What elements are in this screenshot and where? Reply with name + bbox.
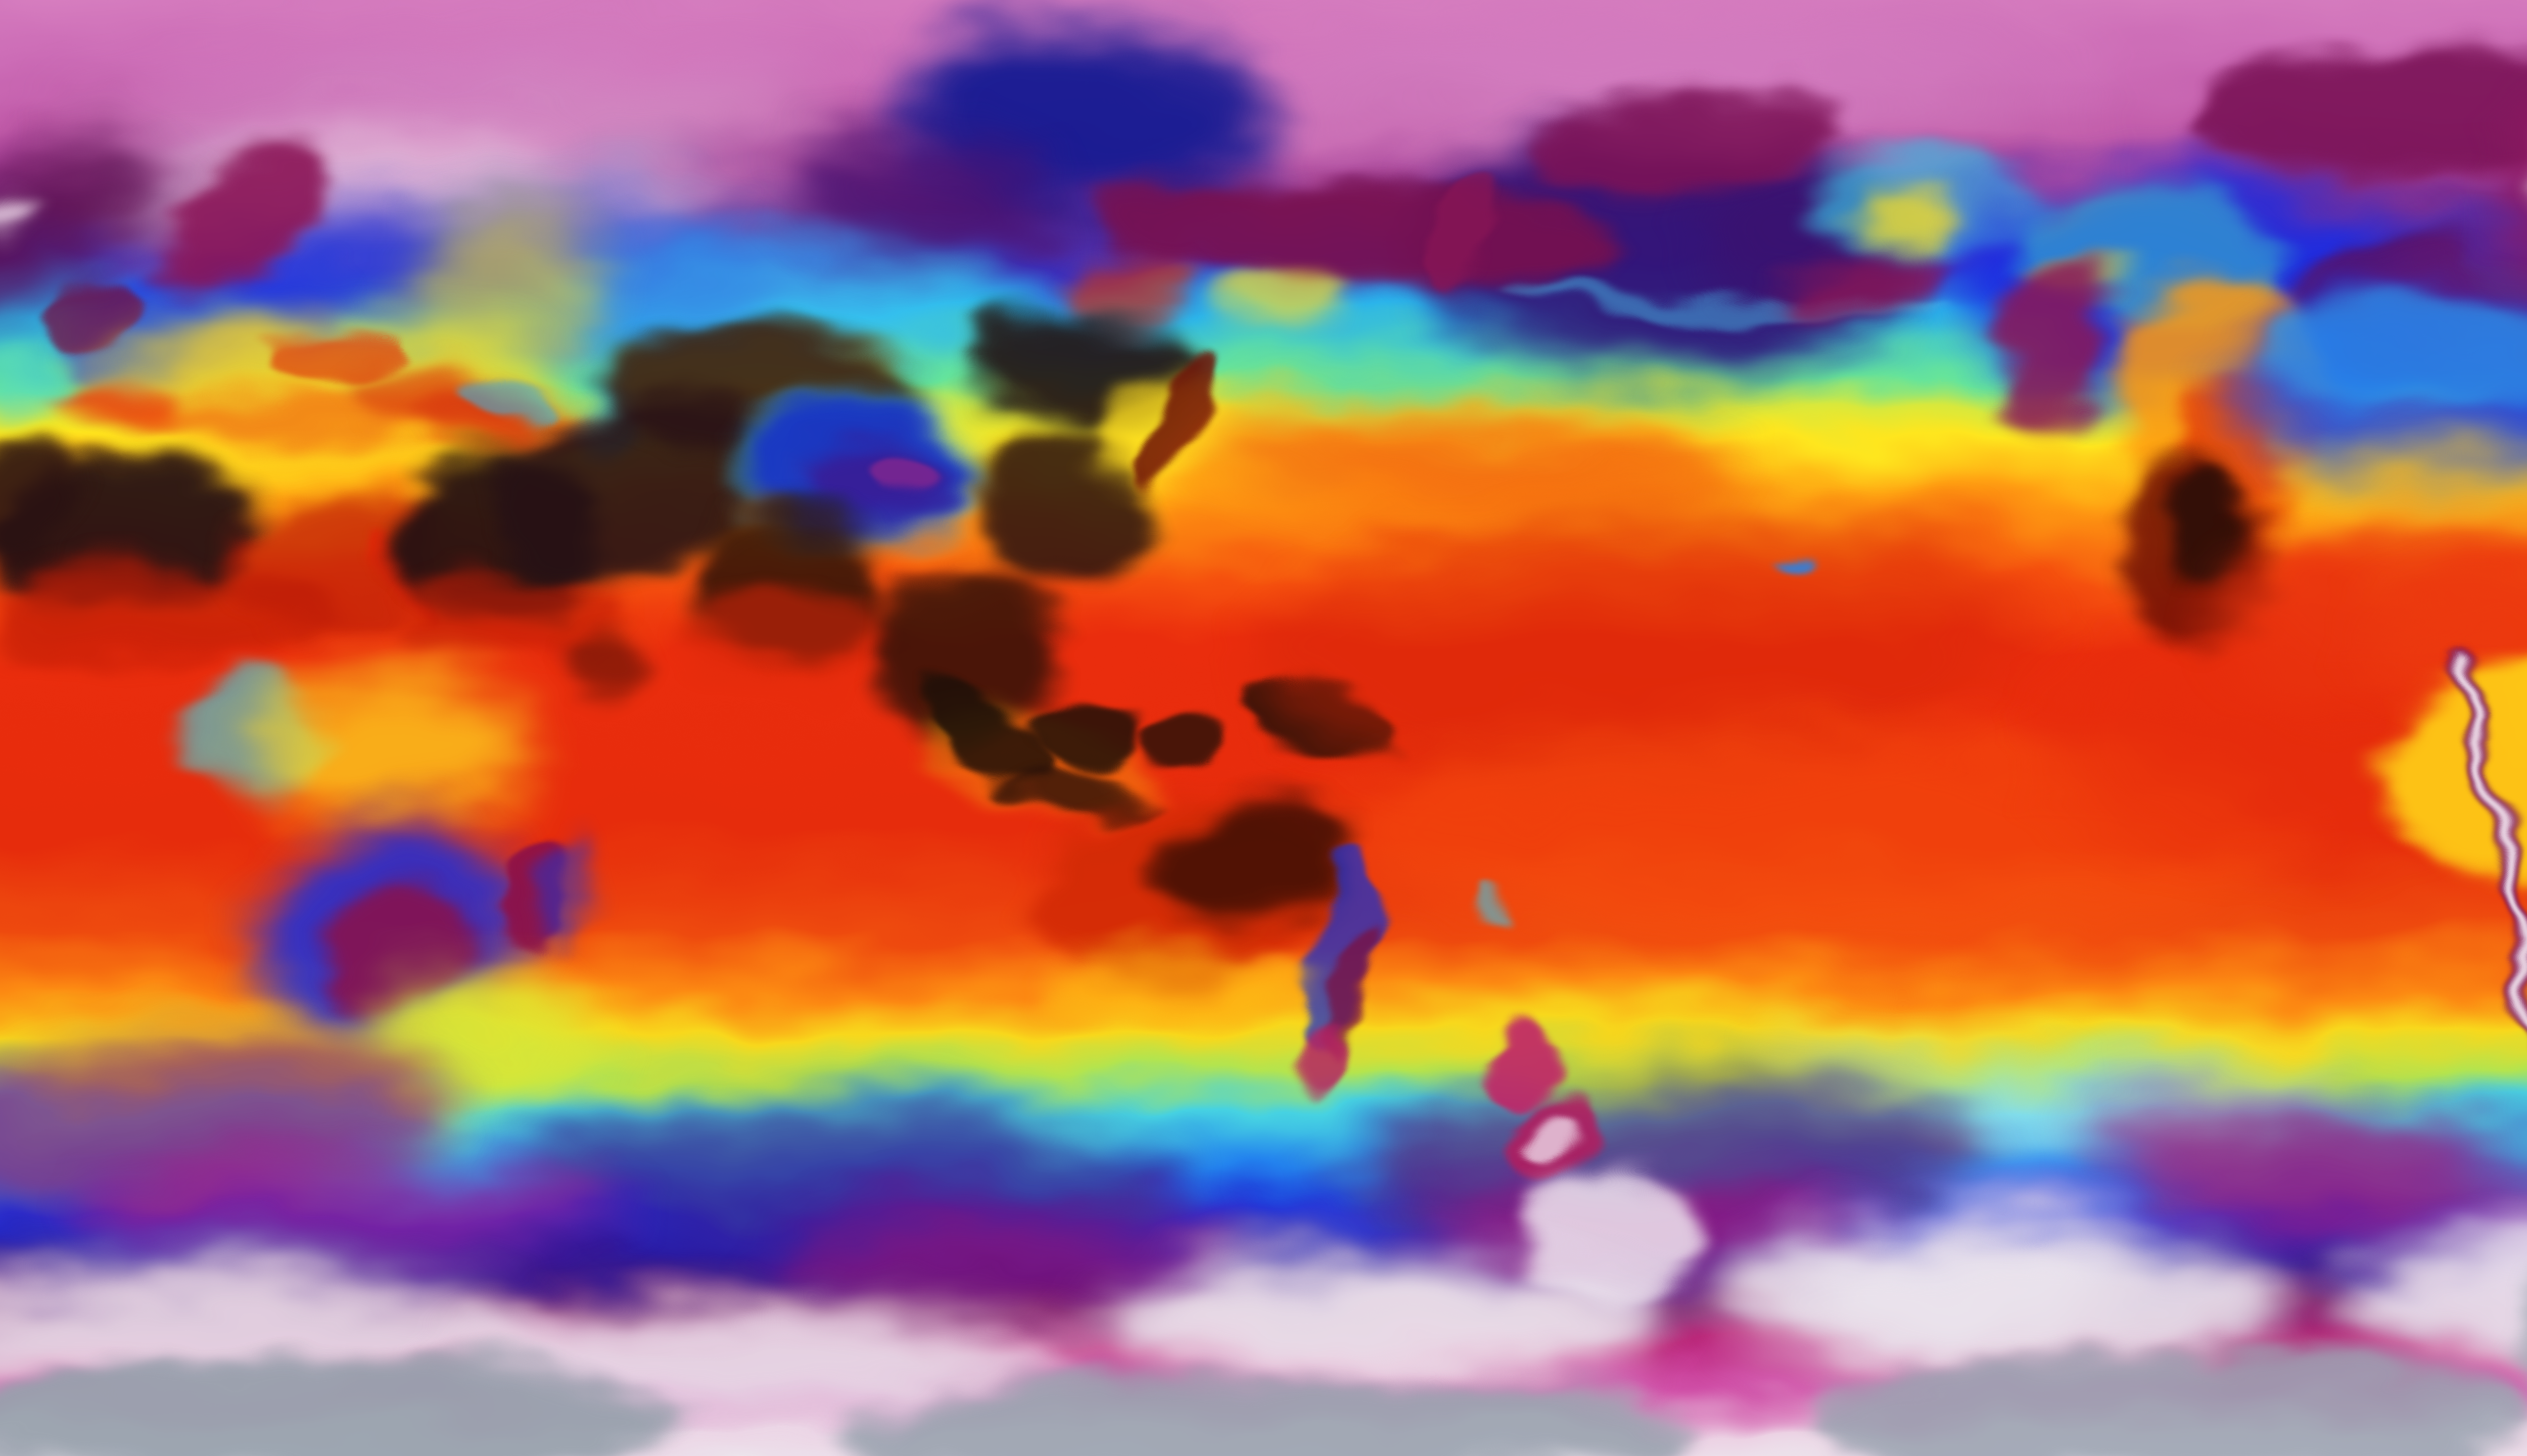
- sulawesi-dark: [1149, 710, 1222, 766]
- global-temperature-map: [0, 0, 2527, 1456]
- esiberia-yellow: [1221, 273, 1347, 334]
- australia-south-yellow: [1042, 950, 1313, 1016]
- magenta-band-west: [86, 1154, 622, 1257]
- antarctic-white-band-3: [1082, 1252, 1668, 1391]
- borneo-dark: [1027, 689, 1146, 774]
- temperature-map-canvas: [0, 0, 2527, 1456]
- horn-dark: [552, 628, 641, 686]
- india-red-rim: [678, 591, 909, 684]
- congo-yellow: [248, 671, 526, 825]
- blacksea-cyan: [460, 380, 551, 416]
- temperature-field: [0, 0, 2527, 1456]
- tibet-magenta: [868, 449, 941, 491]
- alaska-yellow: [1853, 193, 1952, 247]
- hawaii-speck: [1786, 553, 1812, 569]
